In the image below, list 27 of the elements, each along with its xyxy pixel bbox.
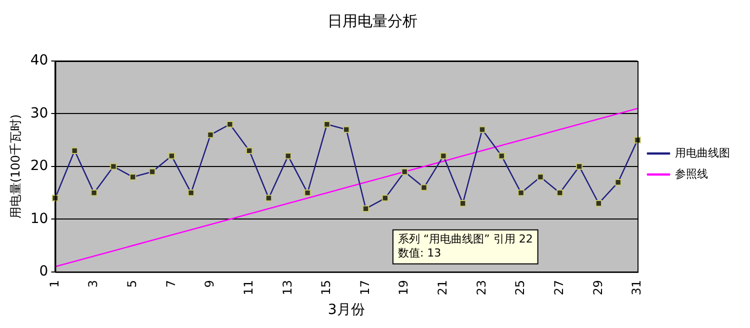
annotation: 系列 “用电曲线图” 引用 22 数值: 13	[398, 232, 533, 260]
x-tick-label: 27	[552, 280, 566, 296]
x-tick-label: 21	[436, 280, 450, 296]
x-tick-label: 11	[241, 280, 256, 296]
x-tick-label: 29	[590, 280, 605, 296]
x-tick-label: 13	[280, 280, 294, 296]
x-tick-label: 7	[164, 280, 178, 288]
y-tick-label: 30	[30, 105, 48, 122]
y-tick-label: 10	[30, 210, 48, 227]
legend-label: 用电曲线图	[675, 146, 730, 160]
x-tick-label: 17	[358, 280, 372, 296]
legend-label: 参照线	[675, 167, 708, 180]
y-tick-label: 40	[30, 52, 48, 69]
x-axis-title: 3月份	[328, 302, 365, 318]
x-tick-label: 9	[202, 280, 217, 288]
chart-title: 日用电量分析	[328, 12, 418, 30]
x-tick-label: 31	[630, 280, 644, 296]
y-tick-label: 20	[30, 158, 48, 174]
x-tick-label: 3	[86, 280, 100, 288]
x-tick-label: 5	[124, 280, 139, 288]
x-tick-label: 19	[396, 280, 411, 296]
x-tick-label: 1	[47, 280, 62, 288]
y-axis-title: 用电量(100千瓦时)	[8, 114, 22, 219]
x-tick-label: 25	[513, 280, 528, 296]
x-tick-label: 15	[319, 280, 334, 296]
y-tick-label: 0	[39, 264, 48, 280]
x-tick-label: 23	[474, 280, 488, 296]
